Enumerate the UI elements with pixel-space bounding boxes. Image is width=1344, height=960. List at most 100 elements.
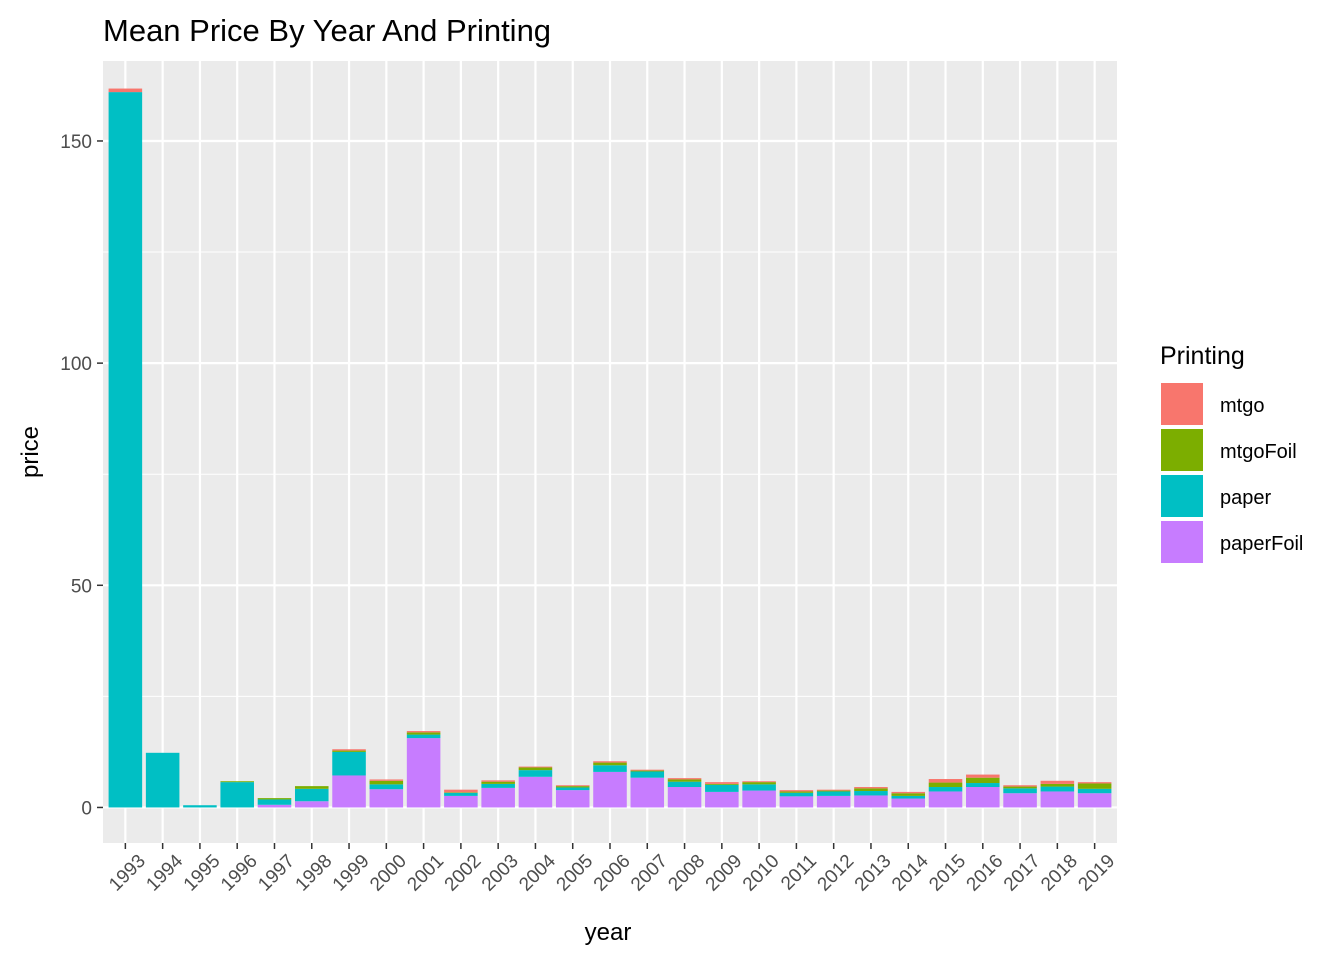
bar-2005-mtgoFoil xyxy=(555,786,590,788)
bar-2005-mtgo xyxy=(555,785,590,787)
x-tick-label: 2016 xyxy=(963,851,1008,896)
bar-2019-paper xyxy=(1077,788,1112,794)
bar-2003-mtgoFoil xyxy=(481,781,515,784)
x-tick-label: 2013 xyxy=(851,851,896,896)
bar-2019-mtgo xyxy=(1077,782,1112,784)
bar-2010-mtgoFoil xyxy=(742,782,776,785)
bar-2006-mtgoFoil xyxy=(593,762,627,766)
bar-2000-paper xyxy=(369,784,404,790)
bar-2008-mtgo xyxy=(667,778,702,780)
legend-label-mtgo: mtgo xyxy=(1220,395,1264,417)
bar-2016-paper xyxy=(966,783,1000,788)
x-tick-label: 2007 xyxy=(627,851,672,896)
bar-1998-paper xyxy=(294,788,329,802)
bar-2011-paper xyxy=(779,792,814,797)
bar-2011-paperFoil xyxy=(779,796,814,808)
bar-2018-mtgo xyxy=(1040,780,1075,784)
x-tick-label: 2000 xyxy=(366,851,411,896)
legend-label-paper: paper xyxy=(1220,487,1271,509)
legend-key-paperFoil xyxy=(1159,519,1205,565)
y-tick-label: 100 xyxy=(60,354,92,375)
chart-title: Mean Price By Year And Printing xyxy=(103,13,551,48)
bar-2007-paperFoil xyxy=(630,777,665,808)
x-tick-label: 2018 xyxy=(1037,851,1082,896)
bar-2006-paper xyxy=(593,765,627,772)
x-tick-label: 2017 xyxy=(1000,851,1045,896)
bar-1999-mtgoFoil xyxy=(332,750,366,752)
x-tick-label: 2012 xyxy=(814,851,859,896)
bar-2018-paper xyxy=(1040,786,1075,792)
bar-2007-paper xyxy=(630,771,665,778)
bar-2015-paper xyxy=(928,787,963,792)
bar-1997-paper xyxy=(257,799,292,805)
bar-2009-paper xyxy=(705,784,739,792)
bar-2016-mtgoFoil xyxy=(966,777,1000,784)
bar-2010-paperFoil xyxy=(742,790,776,808)
x-tick-label: 2019 xyxy=(1074,851,1119,896)
y-axis: 0 50 100 150 xyxy=(60,132,103,819)
bar-2014-paperFoil xyxy=(891,798,926,808)
bar-2000-mtgoFoil xyxy=(369,780,404,785)
bar-2013-mtgoFoil xyxy=(854,788,888,792)
x-tick-label: 2003 xyxy=(478,851,523,896)
legend-key-paper xyxy=(1159,473,1205,519)
bar-2017-mtgo xyxy=(1003,785,1037,787)
bar-2013-mtgo xyxy=(854,787,888,789)
bar-2019-paperFoil xyxy=(1077,793,1112,808)
x-tick-label: 2005 xyxy=(553,851,598,896)
bar-2011-mtgo xyxy=(779,790,814,792)
bar-2005-paper xyxy=(555,787,590,791)
bar-2009-mtgoFoil xyxy=(705,783,739,785)
bar-2004-mtgo xyxy=(518,766,553,768)
bar-2012-mtgoFoil xyxy=(816,790,851,792)
x-axis-title: year xyxy=(585,919,632,946)
bar-2004-mtgoFoil xyxy=(518,767,553,771)
x-tick-label: 1995 xyxy=(180,851,225,896)
bar-1999-paper xyxy=(332,751,366,776)
bar-1995-paper xyxy=(183,805,217,808)
bar-1994-paper xyxy=(145,752,180,808)
bar-2017-paperFoil xyxy=(1003,793,1037,808)
legend-key-mtgo xyxy=(1159,381,1205,427)
bar-2004-paper xyxy=(518,770,553,777)
bar-2013-paperFoil xyxy=(854,795,888,808)
bar-2014-mtgoFoil xyxy=(891,793,926,796)
bar-2016-mtgo xyxy=(966,774,1000,778)
bar-2014-mtgo xyxy=(891,791,926,794)
grid-lines xyxy=(103,61,1117,843)
x-tick-label: 2010 xyxy=(739,851,784,896)
bar-2017-mtgoFoil xyxy=(1003,786,1037,789)
x-tick-label: 1998 xyxy=(292,851,337,896)
y-tick-label: 50 xyxy=(71,576,92,597)
x-tick-label: 1996 xyxy=(217,851,262,896)
bar-2019-mtgoFoil xyxy=(1077,783,1112,789)
bar-2006-mtgo xyxy=(593,761,627,763)
bar-2004-paperFoil xyxy=(518,776,553,808)
bar-2016-paperFoil xyxy=(966,787,1000,808)
bar-1997-paperFoil xyxy=(257,804,292,808)
bar-1998-mtgoFoil xyxy=(294,786,329,789)
bar-2018-mtgoFoil xyxy=(1040,783,1075,787)
x-tick-label: 1994 xyxy=(142,850,187,895)
bar-2006-paperFoil xyxy=(593,771,627,808)
bar-2002-mtgo xyxy=(444,789,478,793)
x-tick-label: 2009 xyxy=(702,851,747,896)
bar-2000-mtgo xyxy=(369,779,404,781)
x-tick-label: 2011 xyxy=(777,851,821,895)
bar-2007-mtgo xyxy=(630,769,665,771)
bar-2002-paperFoil xyxy=(444,795,478,808)
bar-2018-paperFoil xyxy=(1040,791,1075,808)
bar-2009-paperFoil xyxy=(705,791,739,808)
bar-1993-paper xyxy=(108,92,143,808)
x-tick-label: 2006 xyxy=(590,851,635,896)
bar-2003-paperFoil xyxy=(481,787,515,808)
x-tick-label: 1997 xyxy=(254,851,299,896)
y-tick-label: 0 xyxy=(81,798,92,819)
legend-label-mtgoFoil: mtgoFoil xyxy=(1220,441,1297,463)
bar-2013-paper xyxy=(854,791,888,796)
legend-key-mtgoFoil xyxy=(1159,427,1205,473)
x-tick-label: 1999 xyxy=(329,851,374,896)
legend-label-paperFoil: paperFoil xyxy=(1220,533,1303,555)
legend: Printing mtgo mtgoFoil paper paperFoil xyxy=(1159,342,1303,565)
